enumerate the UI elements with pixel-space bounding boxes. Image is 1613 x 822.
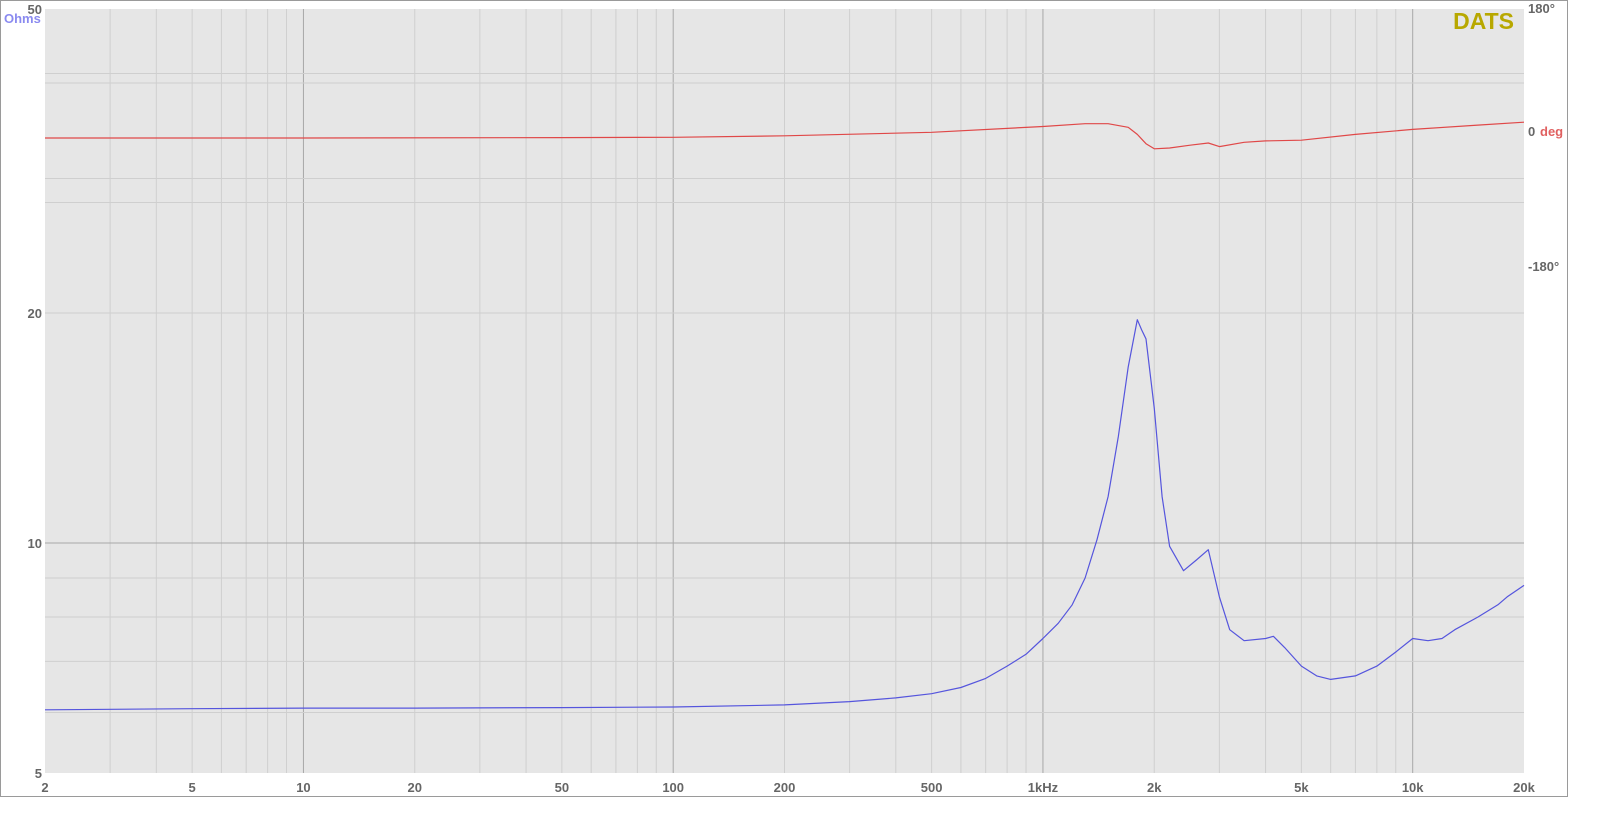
right-axis-label: deg: [1540, 124, 1563, 139]
y-tick-label: 20: [28, 306, 42, 321]
x-tick-label: 100: [662, 780, 684, 795]
grid: [45, 9, 1524, 773]
y-tick-label: 10: [28, 536, 42, 551]
x-tick-label: 200: [774, 780, 796, 795]
phase-line: [45, 121, 1525, 150]
x-tick-label: 5: [189, 780, 196, 795]
x-tick-label: 10: [296, 780, 310, 795]
x-tick-label: 20: [408, 780, 422, 795]
phase-tick-label: 180°: [1528, 1, 1555, 16]
left-axis-label: Ohms: [4, 11, 41, 26]
series-lines: [44, 121, 1525, 711]
outer-frame: [0, 0, 1568, 797]
x-axis-ticks: 2 5 10 20 50 100 200 500 1kHz 2k 5k 10k 20k: [41, 780, 1535, 795]
right-axis-ticks: 180° -180°: [1528, 1, 1559, 274]
right-axis-label-value: 0: [1528, 124, 1535, 139]
x-tick-label: 1kHz: [1028, 780, 1059, 795]
x-tick-label: 10k: [1402, 780, 1424, 795]
y-tick-label: 50: [28, 2, 42, 17]
x-tick-label: 20k: [1513, 780, 1535, 795]
x-tick-label: 2k: [1147, 780, 1162, 795]
y-tick-label: 5: [35, 766, 42, 781]
dats-logo: DATS: [1453, 8, 1514, 34]
x-tick-label: 50: [555, 780, 569, 795]
x-tick-label: 2: [41, 780, 48, 795]
left-axis-ticks: 50 20 10 5: [28, 2, 42, 781]
impedance-line: [44, 319, 1525, 711]
phase-tick-label: -180°: [1528, 259, 1559, 274]
x-tick-label: 5k: [1294, 780, 1309, 795]
x-tick-label: 500: [921, 780, 943, 795]
